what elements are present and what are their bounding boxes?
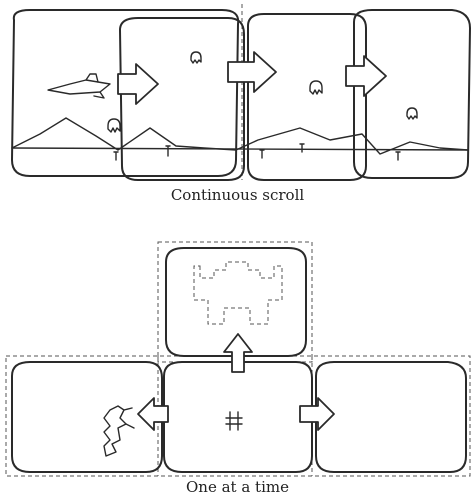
man-figure-icon [103,405,135,457]
arrow-right-icon [299,397,335,431]
scroll-arrow-icon [117,63,159,105]
caption-one-at-a-time: One at a time [186,478,289,496]
screen-frame [119,17,245,181]
scroll-arrow-icon [227,51,277,93]
screen-frame [11,9,240,177]
alien-icon [107,118,121,133]
screen-frame [165,247,307,357]
alien-icon [309,80,323,95]
screen-frame [163,361,313,473]
arrow-left-icon [137,397,169,431]
screen-frame [11,361,163,473]
ground-line [11,147,469,151]
caption-continuous-scroll: Continuous scroll [170,186,305,204]
scroll-arrow-icon [345,55,387,97]
ground-figure [299,143,305,153]
alien-icon [190,51,202,64]
one-at-a-time-group [5,241,471,477]
screen-frame [353,9,471,179]
ground-figure [259,149,265,159]
arrow-up-icon [223,333,253,373]
alien-icon [406,107,418,120]
player-sprite-icon [225,411,243,431]
screen-frame [315,361,467,473]
ground-figure [165,145,171,157]
ground-figure [113,151,119,161]
continuous-scroll-group [11,4,471,181]
screen-frame [247,13,367,181]
castle-icon [193,261,283,325]
spaceship-icon [47,73,111,99]
ground-figure [395,151,401,161]
